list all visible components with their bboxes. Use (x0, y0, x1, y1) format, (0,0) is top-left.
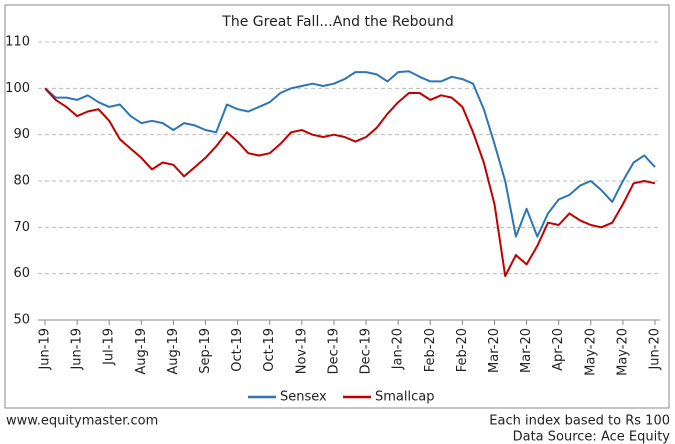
frame (4, 4, 670, 409)
y-tick-label: 70 (13, 220, 30, 235)
x-tick-label: May-20 (583, 328, 598, 376)
chart-title: The Great Fall...And the Rebound (221, 14, 453, 30)
x-tick-label: Jul-19 (102, 328, 117, 366)
x-tick-label: May-20 (615, 328, 630, 376)
legend-label: Sensex (280, 390, 327, 405)
x-tick-label: Jan-20 (391, 328, 406, 370)
x-tick-label: Oct-19 (230, 328, 245, 372)
y-tick-label: 110 (5, 35, 30, 50)
series-line (44, 87, 656, 277)
x-tick-label: Dec-19 (326, 328, 341, 374)
note: Each index based to Rs 100 (489, 414, 670, 429)
x-tick-label: Aug-19 (166, 328, 181, 375)
y-tick-label: 100 (5, 81, 30, 96)
x-tick-label: Sep-19 (198, 328, 213, 374)
legend-label: Smallcap (375, 390, 434, 405)
x-tick-label: Apr-20 (551, 328, 566, 371)
y-tick-label: 90 (13, 127, 30, 142)
website: www.equitymaster.com (6, 414, 158, 429)
x-tick-label: Feb-20 (455, 328, 470, 372)
x-tick-label: Jun-19 (38, 328, 53, 371)
x-tick-label: Feb-20 (423, 328, 438, 372)
x-tick-label: Oct-19 (262, 328, 277, 372)
y-tick-label: 50 (13, 313, 30, 328)
x-tick-label: Nov-19 (294, 328, 309, 374)
x-tick-label: Aug-19 (134, 328, 149, 375)
x-tick-label: Dec-19 (359, 328, 374, 374)
x-tick-label: Mar-20 (487, 328, 502, 373)
y-tick-label: 60 (13, 266, 30, 281)
series-line (44, 70, 656, 238)
y-tick-label: 80 (13, 174, 30, 189)
source: Data Source: Ace Equity (513, 430, 671, 444)
x-tick-label: Mar-20 (519, 328, 534, 373)
x-tick-label: Jun-20 (648, 328, 663, 371)
x-tick-label: Jun-19 (70, 328, 85, 371)
